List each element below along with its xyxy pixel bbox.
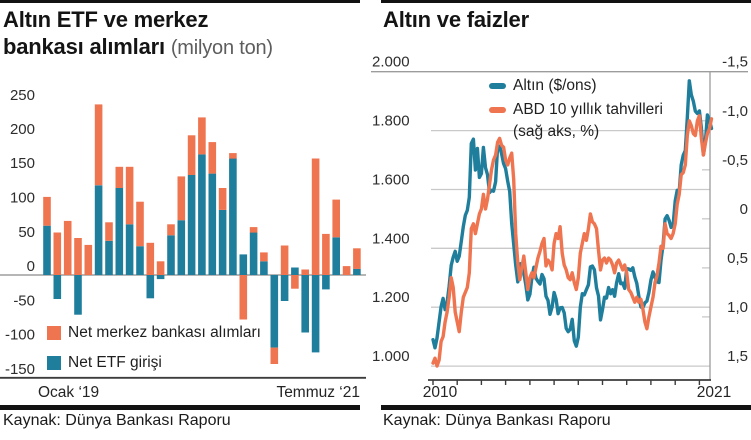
svg-text:250: 250 [10,87,35,104]
teal-square-swatch [47,356,61,370]
etf-centralbank-bar-panel: Altın ETF ve merkez bankası alımları (mi… [0,0,371,440]
svg-text:2.000: 2.000 [372,54,410,71]
panel-top-rule [381,0,751,3]
svg-text:1.600: 1.600 [372,172,410,189]
gold-rates-line-panel: Altın ve faizler 2.000 1.800 1.600 1.400 1.2… [371,0,751,440]
legend-label-us10y: ABD 10 yıllık tahvilleri [513,101,663,118]
x-axis-start-label: Ocak ‘19 [38,384,100,401]
orange-square-swatch [47,326,61,340]
legend-label-etf: Net ETF girişi [68,354,162,371]
svg-text:0: 0 [27,258,35,275]
svg-text:0: 0 [740,201,748,218]
panel-bottom-rule [0,405,360,410]
svg-text:-1,5: -1,5 [722,54,748,71]
stacked-bar-chart: 250 200 150 100 50 0 -50 -100 -150 [0,87,366,379]
bar-chart-title-line2: bankası alımları [3,34,165,59]
legend-item-us10y: ABD 10 yıllık tahvilleri [489,102,663,118]
svg-text:-50: -50 [13,292,35,309]
legend-item-gold: Altın ($/ons) [489,78,597,94]
svg-text:50: 50 [18,224,35,241]
svg-text:-100: -100 [5,327,35,344]
orange-line-swatch [489,107,506,113]
svg-text:1.000: 1.000 [372,348,410,365]
legend-label-right-axis-note: (sağ aks, %) [513,123,600,140]
x-axis-end-label: Temmuz ‘21 [276,384,360,401]
legend-item-central-bank: Net merkez bankası alımları [47,325,261,341]
svg-text:-150: -150 [5,361,35,378]
svg-text:100: 100 [10,190,35,207]
teal-line-swatch [489,83,506,89]
svg-text:1,0: 1,0 [727,299,748,316]
svg-text:1.800: 1.800 [372,113,410,130]
svg-text:150: 150 [10,155,35,172]
svg-text:1.200: 1.200 [372,289,410,306]
svg-text:200: 200 [10,121,35,138]
legend-label-gold: Altın ($/ons) [513,77,597,94]
legend-label-central-bank: Net merkez bankası alımları [68,324,261,341]
dual-axis-line-chart: 2.000 1.800 1.600 1.400 1.200 1.000 -1,5 -1,0 -0… [371,54,748,385]
svg-text:1,5: 1,5 [727,348,748,365]
svg-text:1.400: 1.400 [372,230,410,247]
x-axis-end-label: 2021 [696,384,732,401]
svg-text:-1,0: -1,0 [722,103,748,120]
svg-text:-0,5: -0,5 [722,152,748,169]
panel-bottom-rule [381,405,751,410]
legend-note-right-axis: (sağ aks, %) [513,124,599,140]
bar-chart-unit-note: (milyon ton) [170,37,273,59]
legend-item-etf: Net ETF girişi [47,355,162,371]
x-axis-start-label: 2010 [422,384,458,401]
source-note: Kaynak: Dünya Bankası Raporu [3,412,231,429]
svg-text:0,5: 0,5 [727,250,748,267]
panel-top-rule [0,0,360,3]
line-chart-title: Altın ve faizler [383,7,529,32]
source-note: Kaynak: Dünya Bankası Raporu [383,412,611,429]
bar-chart-title-line1: Altın ETF ve merkez [3,7,209,32]
bar-chart-title: Altın ETF ve merkez bankası alımları (mi… [3,6,273,62]
